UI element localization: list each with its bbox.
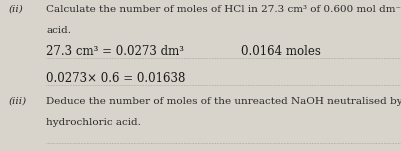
Text: hydrochloric acid.: hydrochloric acid.	[46, 118, 141, 127]
Text: Calculate the number of moles of HCl in 27.3 cm³ of 0.600 mol dm⁻³ hydrochloric: Calculate the number of moles of HCl in …	[46, 5, 401, 14]
Text: 0.0164 moles: 0.0164 moles	[241, 45, 320, 58]
Text: 0.0273× 0.6 = 0.01638: 0.0273× 0.6 = 0.01638	[46, 72, 185, 85]
Text: (ii): (ii)	[8, 5, 23, 14]
Text: Deduce the number of moles of the unreacted NaOH neutralised by the: Deduce the number of moles of the unreac…	[46, 97, 401, 106]
Text: acid.: acid.	[46, 26, 71, 35]
Text: 27.3 cm³ = 0.0273 dm³: 27.3 cm³ = 0.0273 dm³	[46, 45, 184, 58]
Text: (iii): (iii)	[8, 97, 26, 106]
